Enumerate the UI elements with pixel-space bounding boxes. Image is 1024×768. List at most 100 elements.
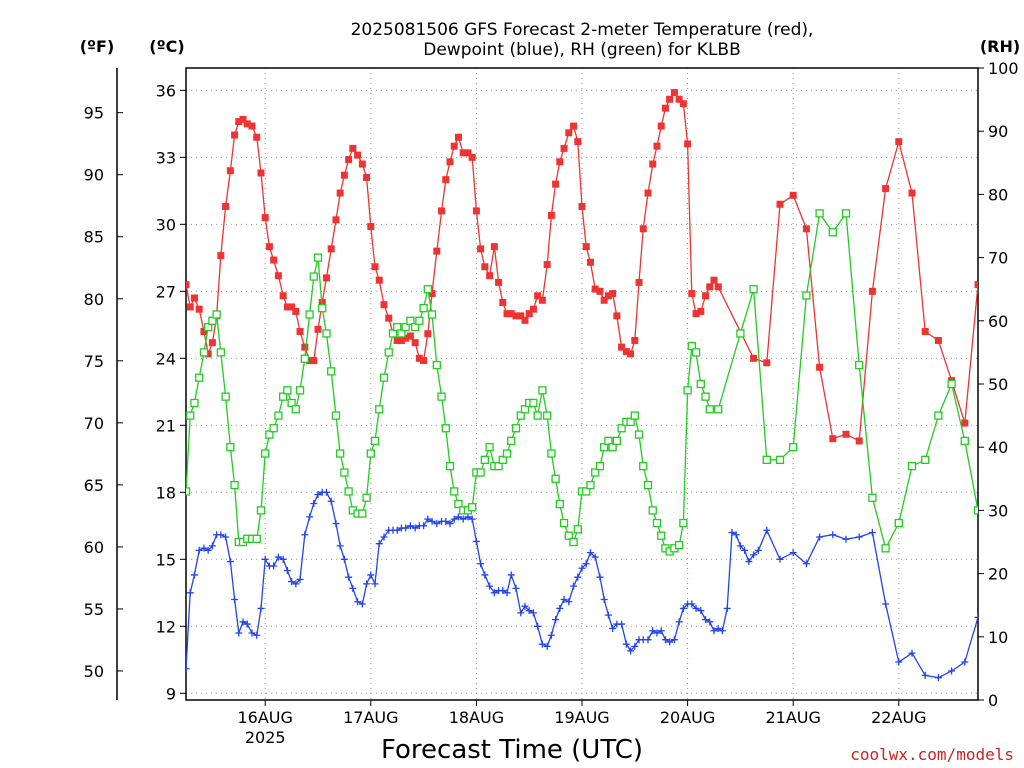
temperature-point bbox=[512, 312, 520, 320]
dewpoint-point bbox=[591, 553, 599, 561]
temperature-point bbox=[609, 290, 617, 298]
temperature-point bbox=[345, 156, 353, 164]
dewpoint-point bbox=[547, 631, 555, 639]
dewpoint-point bbox=[802, 560, 810, 568]
temperature-point bbox=[653, 142, 661, 150]
dewpoint-point bbox=[424, 515, 432, 523]
rh-point bbox=[358, 509, 367, 518]
rh-point bbox=[318, 304, 327, 313]
f-tick-label: 75 bbox=[84, 352, 104, 371]
rh-point bbox=[595, 462, 605, 471]
dewpoint-point bbox=[186, 589, 194, 597]
rh-point bbox=[291, 405, 300, 414]
dewpoint-point bbox=[921, 671, 929, 679]
rh-point bbox=[186, 487, 191, 496]
dewpoint-point bbox=[543, 642, 551, 650]
temperature-point bbox=[327, 245, 335, 253]
temperature-point bbox=[243, 120, 251, 128]
dewpoint-point bbox=[253, 631, 261, 639]
temperature-point bbox=[354, 151, 362, 159]
c-tick-label: 33 bbox=[156, 148, 176, 167]
dewpoint-point bbox=[375, 540, 383, 548]
dewpoint-point bbox=[288, 578, 296, 586]
temperature-point bbox=[375, 276, 383, 284]
dewpoint-point bbox=[274, 553, 282, 561]
dewpoint-point bbox=[622, 640, 630, 648]
temperature-point bbox=[310, 357, 318, 365]
dewpoint-point bbox=[675, 618, 683, 626]
f-tick-label: 90 bbox=[84, 166, 104, 185]
dewpoint-point bbox=[560, 596, 568, 604]
temperature-point bbox=[565, 129, 573, 137]
temperature-point bbox=[411, 339, 419, 347]
f-tick-label: 55 bbox=[84, 600, 104, 619]
c-tick-label: 24 bbox=[156, 349, 176, 368]
temperature-point bbox=[322, 274, 330, 282]
rh-point bbox=[604, 436, 613, 446]
dewpoint-point bbox=[521, 602, 529, 610]
temperature-point bbox=[239, 115, 247, 123]
dewpoint-point bbox=[661, 636, 669, 644]
rh-point bbox=[973, 506, 978, 515]
rh-point bbox=[313, 253, 323, 262]
temperature-point bbox=[750, 354, 758, 362]
rh-point bbox=[427, 310, 437, 319]
temperature-point bbox=[349, 144, 357, 152]
rh-point bbox=[551, 474, 560, 483]
rh-point bbox=[454, 499, 463, 509]
c-tick-label: 12 bbox=[156, 617, 176, 636]
dewpoint-point bbox=[692, 604, 700, 612]
rh-point bbox=[608, 443, 617, 452]
dewpoint-point bbox=[200, 544, 208, 552]
temperature-point bbox=[697, 307, 705, 315]
rh-point bbox=[683, 386, 692, 395]
dewpoint-point bbox=[653, 629, 661, 637]
f-tick-label: 85 bbox=[84, 228, 104, 247]
rh-point bbox=[687, 341, 696, 351]
rh-point bbox=[468, 503, 477, 512]
temperature-point bbox=[261, 214, 269, 222]
temperature-point bbox=[706, 283, 714, 291]
rh-point bbox=[208, 316, 217, 325]
rh-point bbox=[485, 443, 494, 452]
rh-point bbox=[322, 329, 331, 338]
rh-tick-label: 100 bbox=[988, 59, 1019, 78]
dewpoint-point bbox=[745, 558, 753, 566]
temperature-point bbox=[385, 314, 393, 322]
dewpoint-point bbox=[718, 627, 726, 635]
dewpoint-point bbox=[714, 625, 722, 633]
rh-point bbox=[204, 322, 213, 332]
rh-point bbox=[344, 487, 353, 496]
temperature-point bbox=[274, 272, 282, 280]
rh-point bbox=[543, 411, 552, 420]
rh-tick-label: 70 bbox=[988, 249, 1008, 268]
rh-point bbox=[652, 518, 662, 528]
dewpoint-point bbox=[195, 546, 203, 554]
rh-tick-label: 50 bbox=[988, 375, 1008, 394]
rh-tick-label: 30 bbox=[988, 501, 1008, 520]
temperature-point bbox=[442, 176, 450, 184]
dewpoint-point bbox=[829, 531, 837, 539]
dewpoint-point bbox=[186, 665, 190, 673]
rh-point bbox=[388, 329, 398, 338]
dewpoint-point bbox=[666, 638, 674, 646]
dewpoint-point bbox=[631, 642, 639, 650]
temperature-point bbox=[314, 325, 322, 333]
dewpoint-point bbox=[322, 488, 330, 496]
temperature-point bbox=[649, 160, 657, 168]
dewpoint-point bbox=[534, 622, 542, 630]
temperature-point bbox=[974, 281, 978, 289]
rh-point bbox=[212, 310, 221, 319]
c-tick-label: 21 bbox=[156, 416, 176, 435]
temperature-point bbox=[446, 158, 454, 166]
temperature-point bbox=[829, 435, 837, 443]
temperature-point bbox=[604, 292, 612, 300]
temperature-point bbox=[428, 290, 436, 298]
dewpoint-point bbox=[728, 529, 736, 537]
dewpoint-point bbox=[688, 600, 696, 608]
rh-point bbox=[714, 405, 723, 414]
rh-point bbox=[379, 373, 389, 382]
temperature-point bbox=[424, 330, 432, 338]
temperature-point bbox=[552, 180, 560, 188]
rh-point bbox=[639, 462, 648, 471]
